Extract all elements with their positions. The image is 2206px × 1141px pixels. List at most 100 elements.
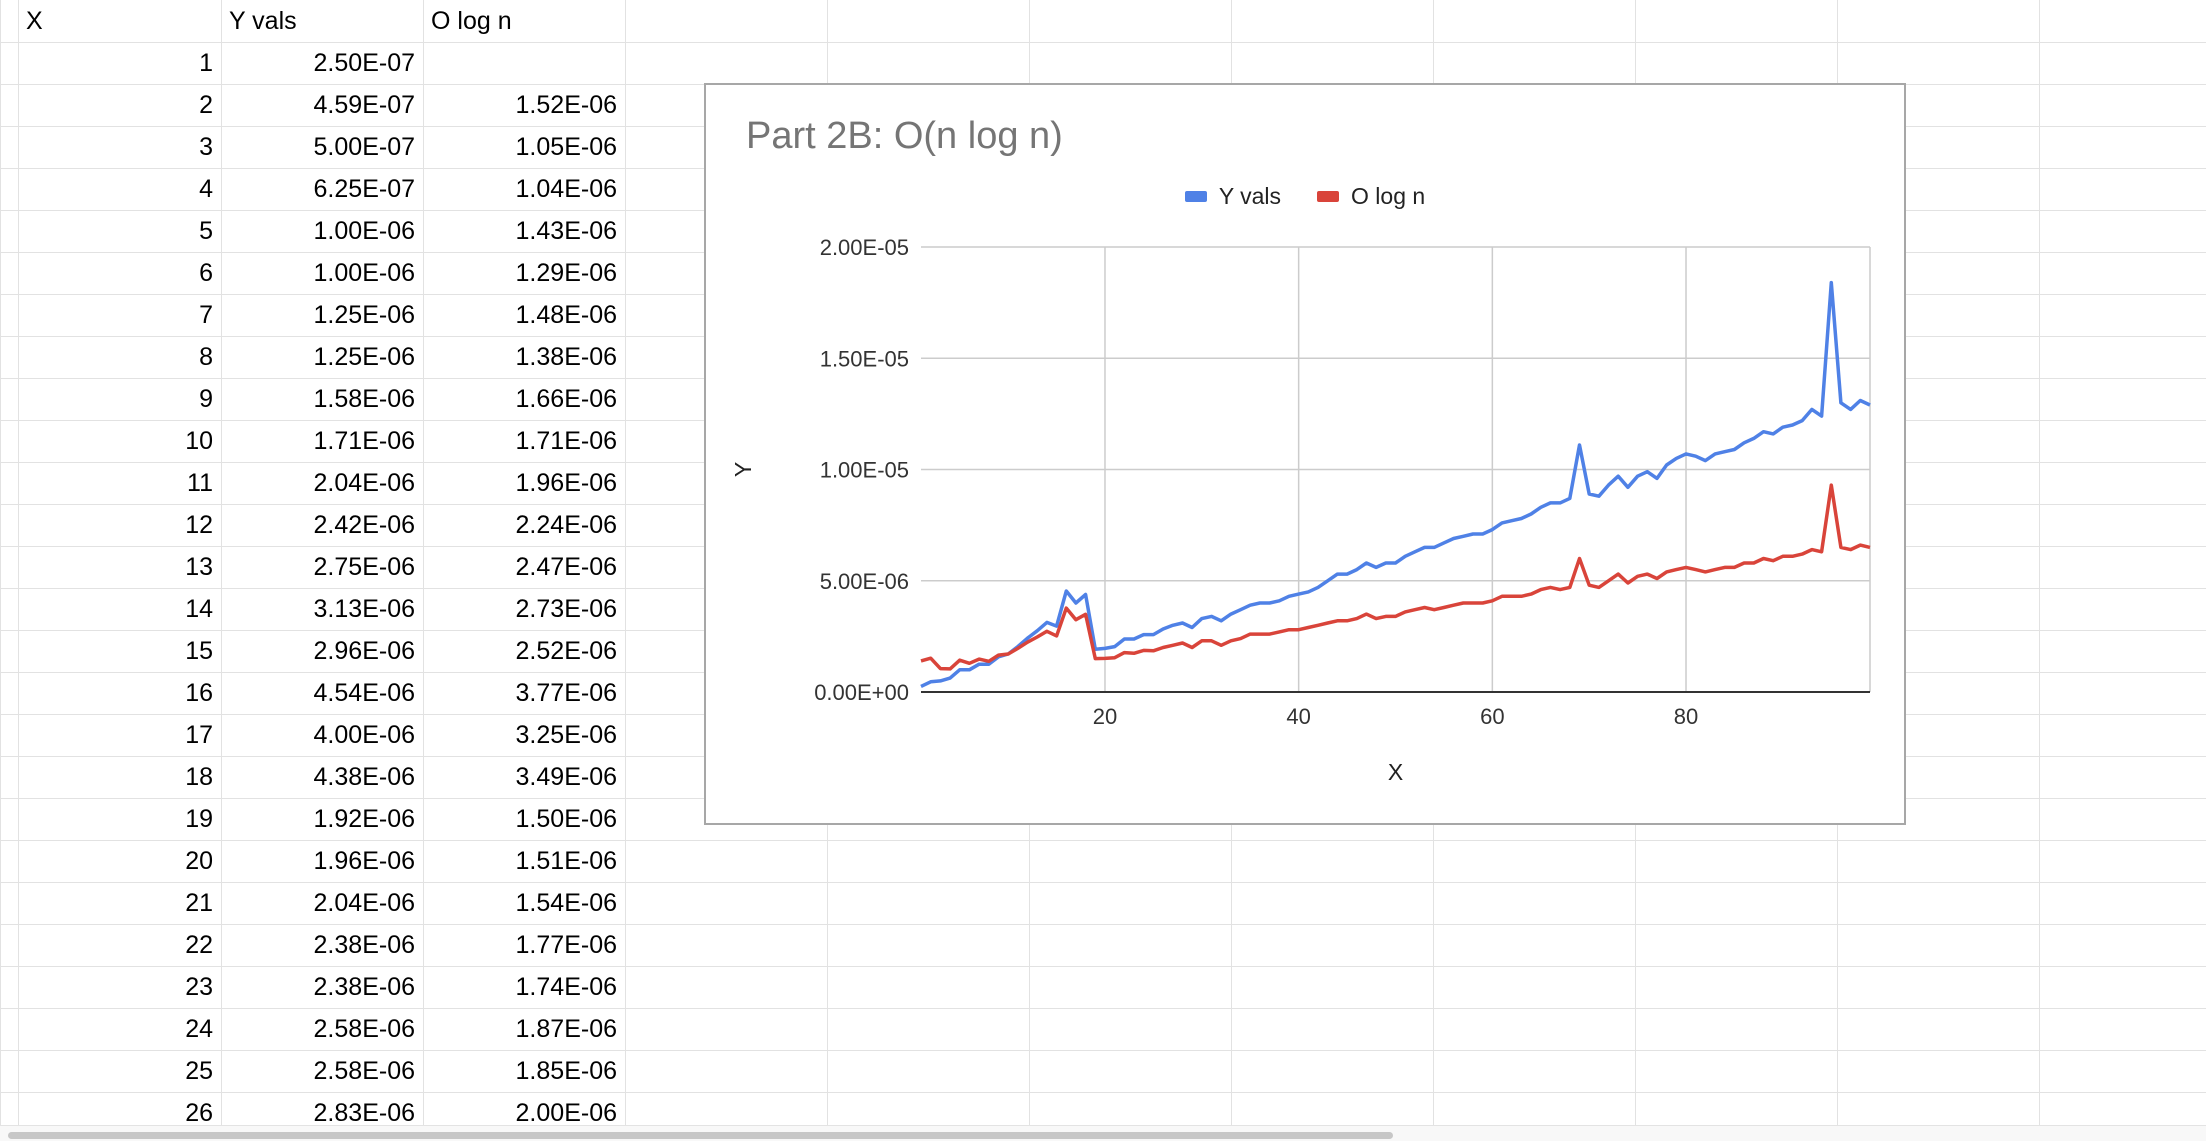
sheet-cell[interactable]: 2 [199, 91, 213, 119]
x-axis-title: X [1388, 759, 1403, 785]
sheet-cell[interactable]: 1.71E-06 [515, 427, 617, 455]
embedded-chart[interactable]: 0.00E+00 5.00E-06 1.00E-05 1.50E-05 2.00E-05… [704, 83, 1906, 825]
sheet-cell[interactable]: 1.58E-06 [313, 385, 415, 413]
sheet-cell[interactable]: 1.85E-06 [515, 1057, 617, 1085]
sheet-cell[interactable]: 1.29E-06 [515, 259, 617, 287]
sheet-cell[interactable]: 1.50E-06 [515, 805, 617, 833]
sheet-cell[interactable]: 1.51E-06 [515, 847, 617, 875]
sheet-cell[interactable]: 9 [199, 385, 213, 413]
sheet-cell[interactable]: 2.24E-06 [515, 511, 617, 539]
column-header-cell[interactable]: X [26, 7, 43, 35]
sheet-cell[interactable]: 26 [185, 1099, 213, 1127]
horizontal-scrollbar-thumb[interactable] [8, 1132, 1393, 1139]
sheet-cell[interactable]: 25 [185, 1057, 213, 1085]
sheet-cell[interactable]: 2.96E-06 [313, 637, 415, 665]
legend-item-y-vals: Y vals [1184, 183, 1282, 210]
sheet-cell[interactable]: 2.04E-06 [313, 469, 415, 497]
sheet-cell[interactable]: 1.25E-06 [313, 343, 415, 371]
sheet-cell[interactable]: 1.77E-06 [515, 931, 617, 959]
sheet-cell[interactable]: 2.00E-06 [515, 1099, 617, 1127]
sheet-cell[interactable]: 2.04E-06 [313, 889, 415, 917]
column-header-cell[interactable]: Y vals [229, 7, 297, 35]
sheet-cell[interactable]: 1.96E-06 [313, 847, 415, 875]
y-tick-label: 1.00E-05 [820, 458, 909, 483]
legend-swatch-y-vals [1184, 191, 1207, 202]
series-line-y-vals[interactable] [920, 280, 1871, 688]
sheet-cell[interactable]: 23 [185, 973, 213, 1001]
sheet-cell[interactable]: 11 [187, 469, 213, 497]
sheet-cell[interactable]: 3.77E-06 [515, 679, 617, 707]
sheet-cell[interactable]: 2.58E-06 [313, 1015, 415, 1043]
legend-item-o-log-n: O log n [1317, 183, 1425, 210]
x-tick-label: 60 [1480, 704, 1504, 729]
sheet-cell[interactable]: 1.52E-06 [515, 91, 617, 119]
sheet-cell[interactable]: 1.74E-06 [515, 973, 617, 1001]
sheet-cell[interactable]: 4.54E-06 [313, 679, 415, 707]
y-tick-label: 2.00E-05 [820, 235, 909, 260]
sheet-cell[interactable]: 19 [185, 805, 213, 833]
sheet-cell[interactable]: 16 [185, 679, 213, 707]
sheet-cell[interactable]: 1.05E-06 [515, 133, 617, 161]
sheet-cell[interactable]: 2.42E-06 [313, 511, 415, 539]
sheet-cell[interactable]: 14 [185, 595, 213, 623]
sheet-cell[interactable]: 2.75E-06 [313, 553, 415, 581]
sheet-cell[interactable]: 1.04E-06 [515, 175, 617, 203]
x-tick-label: 40 [1286, 704, 1310, 729]
sheet-cell[interactable]: 2.83E-06 [313, 1099, 415, 1127]
sheet-cell[interactable]: 1.96E-06 [515, 469, 617, 497]
series-line-o-log-n[interactable] [920, 483, 1871, 671]
legend-swatch-o-log-n [1317, 191, 1340, 202]
sheet-cell[interactable]: 2.38E-06 [313, 973, 415, 1001]
sheet-cell[interactable]: 1.87E-06 [515, 1015, 617, 1043]
sheet-cell[interactable]: 5 [199, 217, 213, 245]
sheet-cell[interactable]: 4.38E-06 [313, 763, 415, 791]
sheet-cell[interactable]: 2.58E-06 [313, 1057, 415, 1085]
sheet-cell[interactable]: 2.38E-06 [313, 931, 415, 959]
legend-label-y-vals: Y vals [1218, 183, 1282, 209]
sheet-cell[interactable]: 17 [185, 721, 213, 749]
sheet-cell[interactable]: 21 [185, 889, 213, 917]
sheet-cell[interactable]: 12 [185, 511, 213, 539]
y-tick-label: 1.50E-05 [820, 346, 909, 371]
sheet-cell[interactable]: 1.71E-06 [313, 427, 415, 455]
sheet-cell[interactable]: 2.73E-06 [515, 595, 617, 623]
sheet-cell[interactable]: 10 [185, 427, 213, 455]
chart-legend: Y vals O log n [706, 183, 1904, 210]
sheet-cell[interactable]: 13 [185, 553, 213, 581]
column-header-cell[interactable]: O log n [431, 7, 512, 35]
x-tick-label: 20 [1093, 704, 1117, 729]
sheet-cell[interactable]: 3.49E-06 [515, 763, 617, 791]
sheet-cell[interactable]: 1.54E-06 [515, 889, 617, 917]
sheet-cell[interactable]: 18 [185, 763, 213, 791]
sheet-cell[interactable]: 4 [199, 175, 213, 203]
sheet-cell[interactable]: 8 [199, 343, 213, 371]
sheet-cell[interactable]: 3.13E-06 [313, 595, 415, 623]
sheet-cell[interactable]: 6 [199, 259, 213, 287]
sheet-cell[interactable]: 4.00E-06 [313, 721, 415, 749]
sheet-cell[interactable]: 22 [185, 931, 213, 959]
sheet-cell[interactable] [423, 42, 625, 84]
sheet-cell[interactable]: 6.25E-07 [313, 175, 415, 203]
sheet-cell[interactable]: 5.00E-07 [313, 133, 415, 161]
sheet-cell[interactable]: 1.92E-06 [313, 805, 415, 833]
sheet-cell[interactable]: 1.00E-06 [313, 217, 415, 245]
sheet-cell[interactable]: 1.66E-06 [515, 385, 617, 413]
sheet-cell[interactable]: 15 [185, 637, 213, 665]
sheet-cell[interactable]: 2.47E-06 [515, 553, 617, 581]
legend-label-o-log-n: O log n [1351, 183, 1426, 209]
y-tick-label: 0.00E+00 [814, 680, 909, 705]
sheet-cell[interactable]: 1.48E-06 [515, 301, 617, 329]
sheet-cell[interactable]: 2.50E-07 [313, 49, 415, 77]
sheet-cell[interactable]: 20 [185, 847, 213, 875]
sheet-cell[interactable]: 1 [199, 49, 213, 77]
sheet-cell[interactable]: 1.00E-06 [313, 259, 415, 287]
sheet-cell[interactable]: 1.43E-06 [515, 217, 617, 245]
sheet-cell[interactable]: 1.38E-06 [515, 343, 617, 371]
sheet-cell[interactable]: 3.25E-06 [515, 721, 617, 749]
sheet-cell[interactable]: 4.59E-07 [313, 91, 415, 119]
sheet-cell[interactable]: 24 [185, 1015, 213, 1043]
sheet-cell[interactable]: 7 [199, 301, 213, 329]
sheet-cell[interactable]: 3 [199, 133, 213, 161]
sheet-cell[interactable]: 2.52E-06 [515, 637, 617, 665]
sheet-cell[interactable]: 1.25E-06 [313, 301, 415, 329]
